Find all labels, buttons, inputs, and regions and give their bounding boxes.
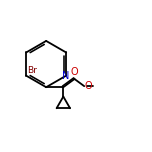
Text: Br: Br	[28, 66, 38, 75]
Text: O: O	[71, 67, 78, 77]
Text: O: O	[85, 81, 93, 91]
Text: N: N	[62, 71, 70, 81]
